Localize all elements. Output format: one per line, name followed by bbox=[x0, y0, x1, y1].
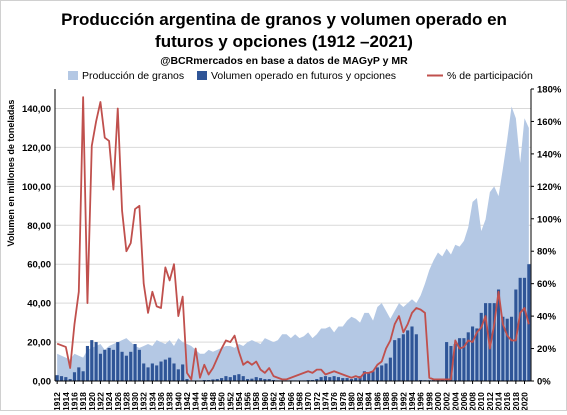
volume-bar bbox=[125, 356, 128, 381]
volume-bar bbox=[90, 340, 93, 381]
volume-bar bbox=[328, 377, 331, 381]
volume-bar bbox=[519, 278, 522, 381]
y2-tick-label: 0% bbox=[537, 377, 551, 388]
volume-bar bbox=[224, 376, 227, 381]
volume-bar bbox=[506, 319, 509, 381]
volume-bar bbox=[172, 363, 175, 381]
y-tick-label: 100,00 bbox=[22, 182, 51, 193]
volume-bar bbox=[164, 360, 167, 381]
volume-bar bbox=[129, 352, 132, 381]
y-axis-label: Volumen en millones de toneladas bbox=[6, 100, 16, 247]
volume-bar bbox=[56, 375, 59, 381]
y-tick-label: 140,00 bbox=[22, 104, 51, 115]
volume-bar bbox=[324, 376, 327, 381]
volume-bar bbox=[471, 326, 474, 381]
y2-tick-label: 20% bbox=[537, 344, 557, 355]
volume-bar bbox=[99, 354, 102, 381]
y-axis-ticks: 0,00 20,00 40,00 60,00 80,00 100,00 120,00 140,… bbox=[22, 104, 51, 388]
y2-tick-label: 40% bbox=[537, 312, 557, 323]
volume-bar bbox=[138, 350, 141, 381]
legend-swatch-production bbox=[68, 71, 78, 80]
legend-label-volume: Volumen operado en futuros y opciones bbox=[211, 70, 396, 82]
volume-bar bbox=[333, 376, 336, 381]
volume-bar bbox=[60, 376, 63, 381]
y2-tick-label: 60% bbox=[537, 279, 557, 290]
legend-label-share: % de participación bbox=[447, 70, 533, 82]
volume-bar bbox=[380, 365, 383, 381]
volume-bar bbox=[320, 377, 323, 381]
volume-bar bbox=[116, 342, 119, 381]
volume-bar bbox=[484, 303, 487, 381]
volume-bar bbox=[177, 369, 180, 381]
legend: Producción de granos Volumen operado en … bbox=[68, 70, 533, 82]
y2-tick-label: 100% bbox=[537, 214, 562, 225]
volume-bar bbox=[95, 342, 98, 381]
volume-bar bbox=[121, 352, 124, 381]
volume-bar bbox=[168, 358, 171, 381]
volume-bar bbox=[397, 338, 400, 381]
volume-bar bbox=[523, 278, 526, 381]
volume-bar bbox=[151, 363, 154, 381]
volume-bar bbox=[134, 344, 137, 381]
y2-tick-label: 160% bbox=[537, 117, 562, 128]
x-axis-ticks: 1912191419161918192019221924192619281930… bbox=[52, 381, 529, 410]
volume-bar bbox=[159, 362, 162, 381]
volume-bar bbox=[229, 377, 232, 381]
volume-bar bbox=[406, 330, 409, 381]
volume-bar bbox=[393, 340, 396, 381]
y-tick-label: 0,00 bbox=[33, 377, 52, 388]
y2-tick-label: 140% bbox=[537, 149, 562, 160]
y2-tick-label: 80% bbox=[537, 247, 557, 258]
volume-bar bbox=[510, 317, 513, 381]
volume-bar bbox=[86, 346, 89, 381]
volume-bar bbox=[146, 367, 149, 381]
volume-bar bbox=[73, 372, 76, 381]
volume-bar bbox=[389, 358, 392, 381]
volume-bar bbox=[237, 374, 240, 381]
chart-title-line2: futuros y opciones (1912 –2021) bbox=[155, 32, 413, 51]
legend-label-production: Producción de granos bbox=[82, 70, 184, 82]
y-tick-label: 120,00 bbox=[22, 143, 51, 154]
y-tick-label: 40,00 bbox=[27, 299, 51, 310]
volume-bar bbox=[415, 334, 418, 381]
volume-bar bbox=[181, 364, 184, 381]
volume-bar bbox=[242, 376, 245, 381]
volume-bar bbox=[82, 371, 85, 381]
volume-bar bbox=[108, 348, 111, 381]
volume-bar bbox=[458, 338, 461, 381]
volume-bar bbox=[155, 365, 158, 381]
volume-bar bbox=[410, 326, 413, 381]
chart-title-line1: Producción argentina de granos y volumen… bbox=[61, 10, 507, 29]
volume-bar bbox=[64, 377, 67, 381]
y2-tick-label: 180% bbox=[537, 85, 562, 96]
volume-bar bbox=[233, 375, 236, 381]
chart-subtitle: @BCRmercados en base a datos de MAGyP y … bbox=[160, 55, 408, 67]
y-tick-label: 20,00 bbox=[27, 338, 51, 349]
y-tick-label: 80,00 bbox=[27, 221, 51, 232]
y2-tick-label: 120% bbox=[537, 182, 562, 193]
legend-swatch-volume bbox=[197, 71, 207, 80]
volume-bar bbox=[337, 377, 340, 381]
y2-axis-ticks: 0% 20% 40% 60% 80% 100% 120% 140% 160% 180% bbox=[531, 85, 562, 388]
volume-bar bbox=[445, 342, 448, 381]
y-tick-label: 60,00 bbox=[27, 260, 51, 271]
volume-bar bbox=[255, 377, 258, 381]
x-tick-label: 2020 bbox=[520, 392, 530, 410]
volume-bar bbox=[77, 367, 80, 381]
volume-bar bbox=[376, 367, 379, 381]
volume-bar bbox=[103, 350, 106, 381]
volume-bar bbox=[112, 350, 115, 381]
volume-bar bbox=[372, 371, 375, 381]
volume-bar bbox=[402, 334, 405, 381]
volume-bar bbox=[142, 363, 145, 381]
volume-bar bbox=[384, 363, 387, 381]
